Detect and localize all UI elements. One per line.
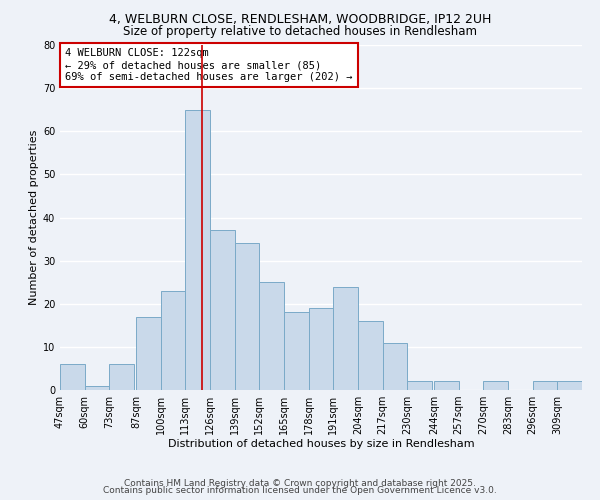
Bar	[161, 291, 185, 390]
Bar	[259, 282, 284, 390]
Y-axis label: Number of detached properties: Number of detached properties	[29, 130, 38, 305]
Bar	[358, 321, 383, 390]
Bar	[60, 364, 85, 390]
Bar	[407, 382, 432, 390]
Bar	[136, 316, 161, 390]
Bar	[533, 382, 557, 390]
Bar	[483, 382, 508, 390]
Bar	[383, 342, 407, 390]
Text: Size of property relative to detached houses in Rendlesham: Size of property relative to detached ho…	[123, 25, 477, 38]
Bar	[185, 110, 210, 390]
Bar	[210, 230, 235, 390]
X-axis label: Distribution of detached houses by size in Rendlesham: Distribution of detached houses by size …	[167, 438, 475, 448]
Text: Contains public sector information licensed under the Open Government Licence v3: Contains public sector information licen…	[103, 486, 497, 495]
Bar	[308, 308, 334, 390]
Bar	[434, 382, 458, 390]
Bar	[109, 364, 134, 390]
Text: 4, WELBURN CLOSE, RENDLESHAM, WOODBRIDGE, IP12 2UH: 4, WELBURN CLOSE, RENDLESHAM, WOODBRIDGE…	[109, 12, 491, 26]
Bar	[85, 386, 109, 390]
Bar	[284, 312, 308, 390]
Bar	[557, 382, 582, 390]
Bar	[334, 286, 358, 390]
Text: Contains HM Land Registry data © Crown copyright and database right 2025.: Contains HM Land Registry data © Crown c…	[124, 478, 476, 488]
Bar	[235, 244, 259, 390]
Text: 4 WELBURN CLOSE: 122sqm
← 29% of detached houses are smaller (85)
69% of semi-de: 4 WELBURN CLOSE: 122sqm ← 29% of detache…	[65, 48, 353, 82]
